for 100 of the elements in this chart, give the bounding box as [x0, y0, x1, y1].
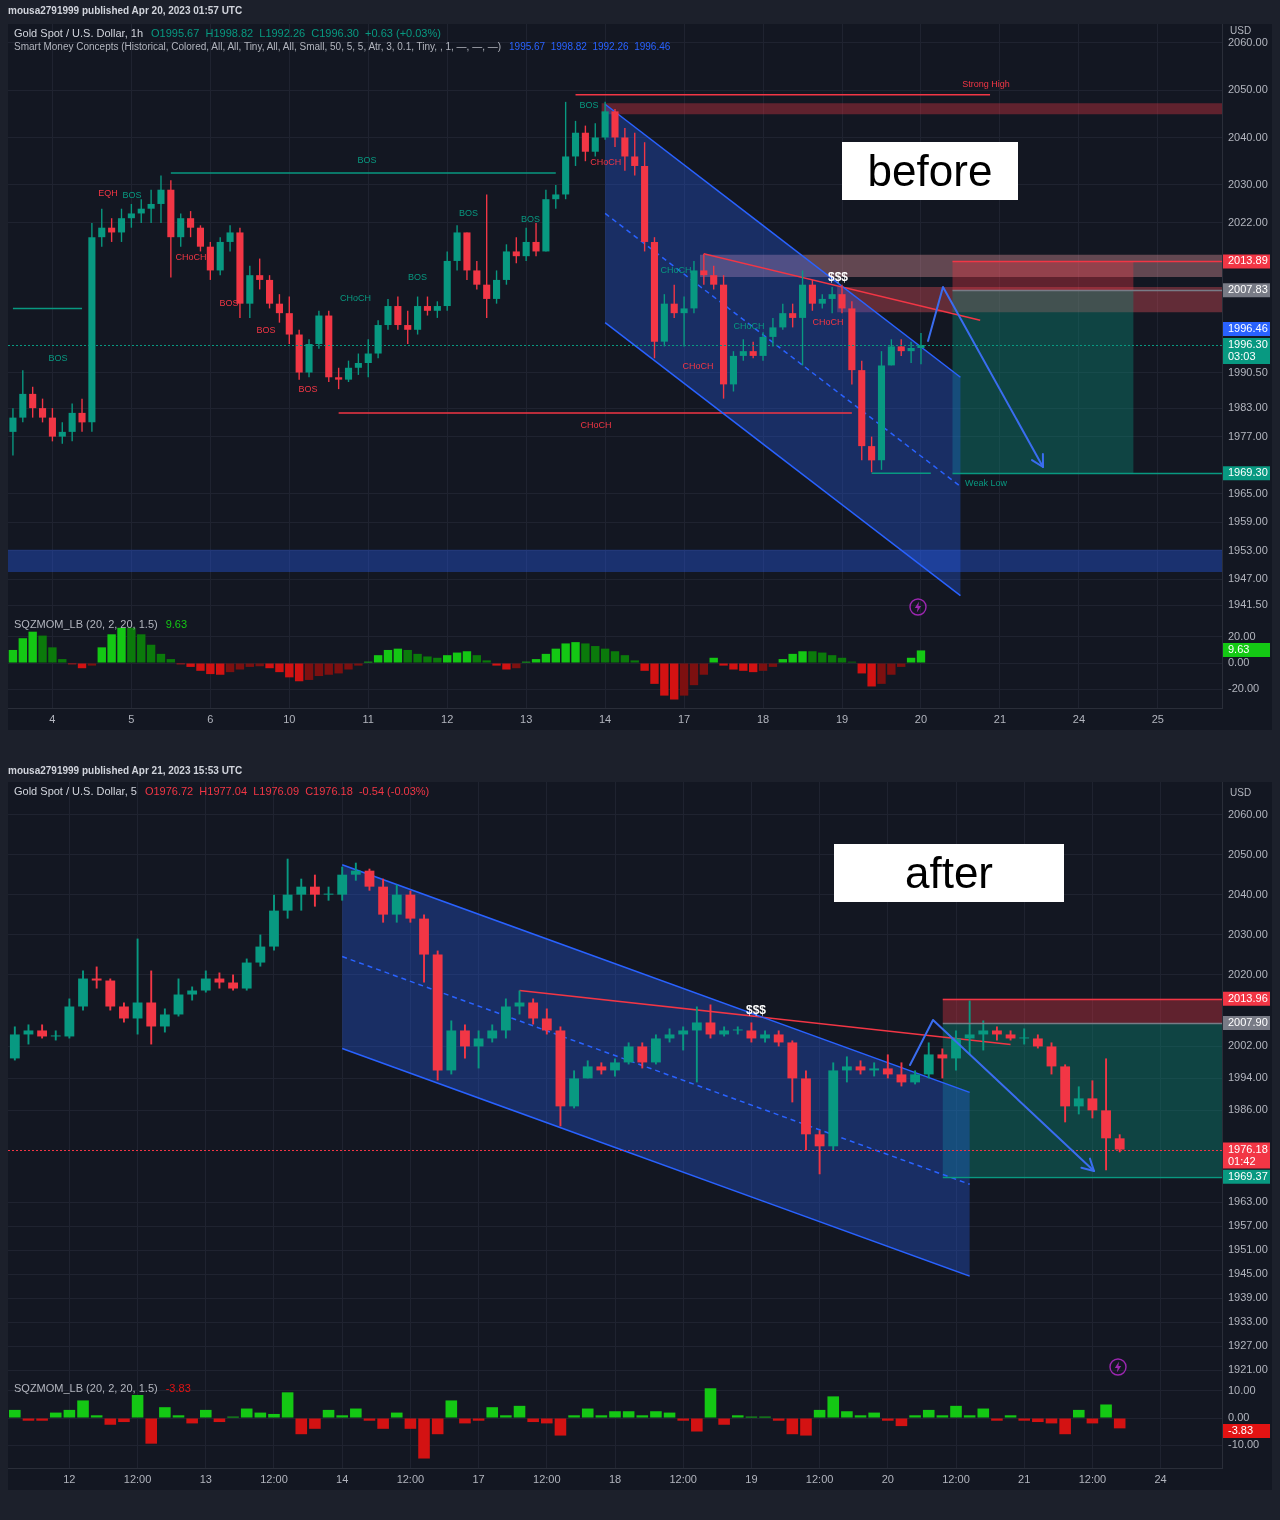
annotation: CHoCH	[175, 251, 207, 263]
x-tick-label: 12:00	[396, 1472, 425, 1485]
text: USD	[1230, 787, 1252, 799]
x-tick-label: 12:00	[533, 1472, 561, 1485]
y-tick-label: 10.00	[1228, 1384, 1256, 1396]
annotation: EQH	[98, 187, 118, 199]
annotation: BOS	[357, 154, 377, 166]
annotation: before	[867, 146, 993, 195]
annotation: after	[904, 848, 994, 897]
y-tick-label: 2050.00	[1228, 847, 1268, 860]
annotation: CHoCH	[682, 360, 714, 372]
chart-title: SQZMOM_LB (20, 2, 20, 1.5)	[14, 1382, 158, 1396]
chart-subtitle: O1995.67 H1998.82 L1992.26 C1996.30 +0.63 (+0.03%)	[151, 27, 441, 41]
y-tick-label: 2060.00	[1228, 35, 1268, 48]
y-tick-label: 1994.00	[1228, 1071, 1268, 1084]
y-tick-label: 1957.00	[1228, 1219, 1268, 1232]
annotation: BOS	[219, 297, 239, 309]
annotation: CHoCH	[580, 419, 612, 431]
annotation: CHoCH	[733, 320, 765, 332]
x-tick-label: 18	[608, 1472, 622, 1485]
y-tick-label: 1921.00	[1228, 1363, 1268, 1376]
x-tick-label: 14	[599, 712, 612, 725]
x-tick-label: 20	[914, 712, 928, 725]
text: USD	[1230, 25, 1252, 37]
annotation: BOS	[521, 213, 541, 225]
text: mousa2791999 published Apr 20, 2023 01:57 UTC	[8, 5, 243, 17]
annotation: CHoCH	[590, 156, 622, 168]
y-tick-label: 20.00	[1228, 629, 1256, 642]
y-tick-label: 1939.00	[1228, 1291, 1268, 1304]
ref-line-label: 1976.18 01:42	[1228, 1142, 1268, 1167]
chart-title: Gold Spot / U.S. Dollar, 5	[14, 785, 137, 799]
x-tick-label: 14	[336, 1472, 349, 1485]
y-tick-label: 2030.00	[1228, 927, 1268, 940]
y-tick-label: 2040.00	[1228, 130, 1268, 143]
text: 9.63	[1228, 643, 1250, 656]
y-tick-label: -10.00	[1228, 1438, 1260, 1451]
annotation: CHoCH	[812, 316, 844, 328]
y-tick-label: 1947.00	[1228, 572, 1268, 585]
annotation: 9.63	[165, 618, 188, 632]
annotation: BOS	[298, 383, 318, 395]
ref-line-label: 1969.37	[1228, 1169, 1268, 1182]
chart-title: Gold Spot / U.S. Dollar, 1h	[14, 27, 144, 41]
y-tick-label: 2050.00	[1228, 83, 1268, 96]
y-tick-label: 0.00	[1228, 1411, 1250, 1424]
text: mousa2791999 published Apr 21, 2023 15:53 UTC	[8, 765, 243, 777]
y-tick-label: 1965.00	[1228, 486, 1268, 499]
x-tick-label: 21	[1018, 1472, 1031, 1485]
x-tick-label: 10	[283, 712, 296, 725]
text: -3.83	[1228, 1424, 1254, 1437]
annotation: BOS	[122, 189, 142, 201]
y-tick-label: 0.00	[1228, 656, 1250, 669]
x-tick-label: 25	[1151, 712, 1164, 725]
x-tick-label: 12:00	[260, 1472, 288, 1485]
annotation: BOS	[48, 352, 68, 364]
x-tick-label: 19	[835, 712, 849, 725]
x-tick-label: 4	[49, 712, 56, 725]
y-tick-label: 1977.00	[1228, 429, 1268, 442]
y-tick-label: -20.00	[1228, 682, 1260, 695]
annotation: CHoCH	[339, 292, 372, 304]
y-tick-label: 1953.00	[1228, 543, 1268, 556]
y-tick-label: 2060.00	[1228, 807, 1268, 820]
y-tick-label: 1927.00	[1228, 1339, 1268, 1352]
y-tick-label: 2022.00	[1228, 215, 1268, 228]
y-tick-label: 1959.00	[1228, 515, 1268, 528]
text: 1996.46	[1228, 322, 1268, 335]
ref-line-label: 2013.89	[1228, 254, 1268, 267]
annotation: -3.83	[165, 1382, 191, 1396]
ref-line-label: 2007.90	[1228, 1015, 1268, 1028]
annotation: BOS	[579, 99, 599, 111]
ref-line-label: 1969.30	[1228, 466, 1268, 479]
x-tick-label: 12:00	[805, 1472, 834, 1485]
x-tick-label: 12:00	[942, 1472, 970, 1485]
x-tick-label: 13	[199, 1472, 212, 1485]
annotation: BOS	[256, 324, 276, 336]
y-tick-label: 2040.00	[1228, 887, 1268, 900]
chart-title: SQZMOM_LB (20, 2, 20, 1.5)	[14, 618, 158, 632]
x-tick-label: 12	[63, 1472, 76, 1485]
annotation: Weak Low	[965, 477, 1007, 489]
x-tick-label: 12:00	[1078, 1472, 1107, 1485]
x-tick-label: 20	[881, 1472, 894, 1485]
y-tick-label: 1951.00	[1228, 1243, 1268, 1256]
chart-subtitle: O1976.72 H1977.04 L1976.09 C1976.18 -0.54 (-0.03%)	[144, 785, 430, 799]
annotation: Strong High	[962, 78, 1010, 90]
x-tick-label: 12:00	[123, 1472, 152, 1485]
y-tick-label: 1990.50	[1228, 365, 1268, 378]
y-tick-label: 1983.00	[1228, 401, 1268, 414]
x-tick-label: 11	[362, 712, 374, 725]
annotation: $$$	[745, 1002, 767, 1018]
annotation: BOS	[407, 271, 428, 283]
ref-line-label: 2013.96	[1228, 991, 1268, 1004]
x-tick-label: 17	[472, 1472, 485, 1485]
y-tick-label: 2030.00	[1228, 178, 1268, 190]
annotation: Smart Money Concepts (Historical, Colored, All, All, Tiny, All, All, Small, 50, 5, 5, Atr, 3, 0.1, Tiny, , 1, —, —, —)	[14, 41, 502, 53]
annotation: 1995.67 1998.82 1992.26 1996.46	[509, 41, 671, 53]
x-tick-label: 12:00	[669, 1472, 697, 1485]
y-tick-label: 1941.50	[1228, 598, 1268, 611]
x-tick-label: 5	[128, 712, 135, 725]
label-box: before	[842, 142, 1018, 200]
annotation: CHoCH	[660, 264, 692, 276]
x-tick-label: 13	[520, 712, 533, 725]
